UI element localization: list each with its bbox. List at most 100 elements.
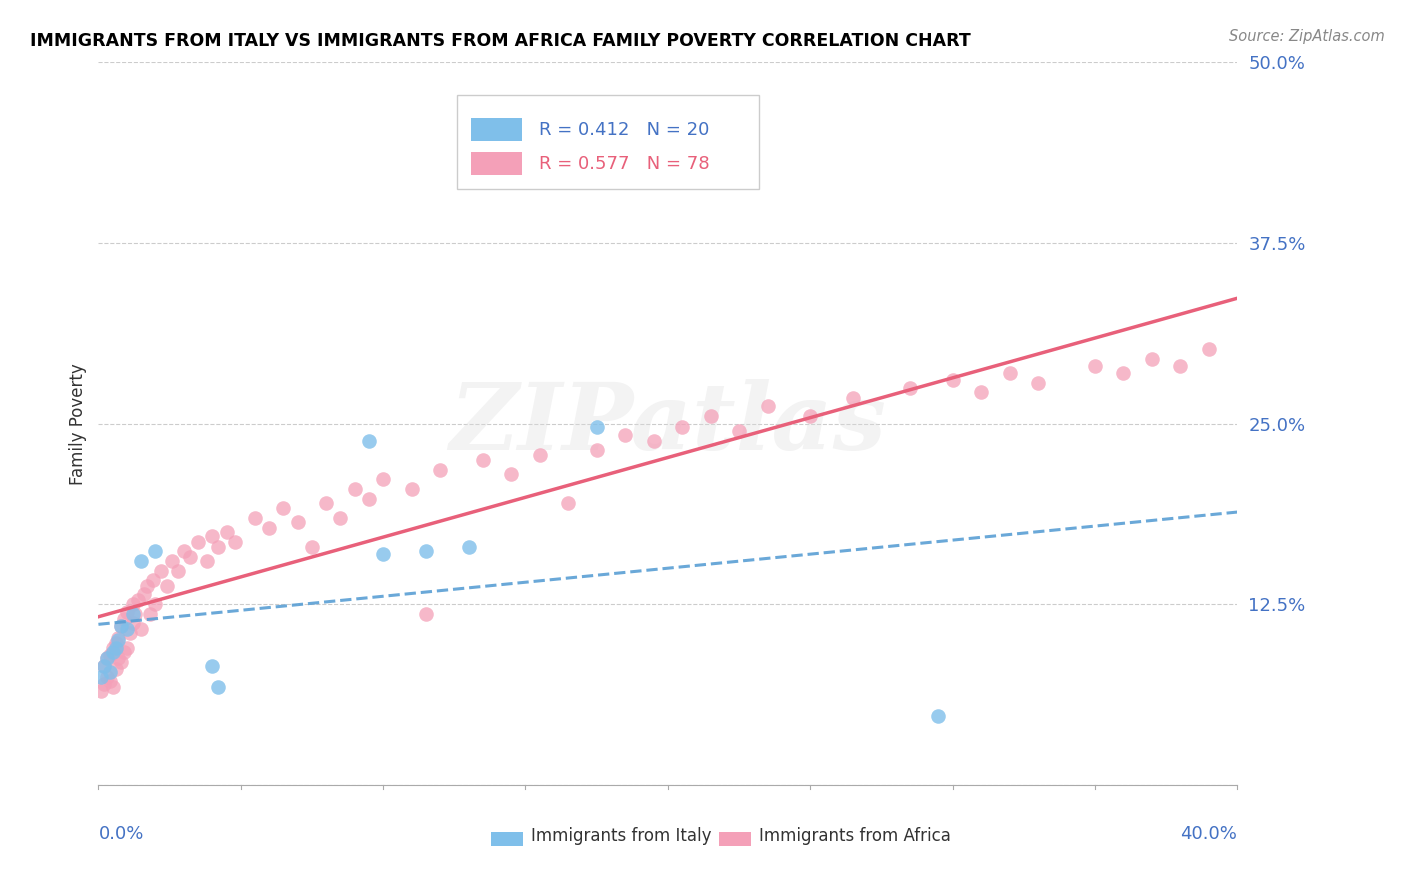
Point — [145, 598, 167, 612]
Point — [643, 434, 665, 448]
Point — [93, 659, 115, 673]
Point — [162, 554, 184, 568]
Text: 40.0%: 40.0% — [1181, 825, 1237, 843]
Point — [132, 587, 155, 601]
Point — [124, 607, 146, 622]
Point — [141, 573, 163, 587]
Point — [259, 521, 281, 535]
Point — [357, 491, 380, 506]
Point — [471, 452, 494, 467]
Point — [118, 626, 141, 640]
Point — [179, 549, 201, 564]
Point — [970, 384, 993, 399]
Point — [357, 434, 380, 448]
Point — [942, 373, 965, 387]
Point — [301, 540, 323, 554]
Point — [756, 400, 779, 414]
Point — [145, 544, 167, 558]
Point — [699, 409, 721, 424]
Point — [585, 419, 607, 434]
Point — [529, 449, 551, 463]
Point — [129, 554, 152, 568]
Point — [110, 619, 132, 633]
Point — [112, 612, 135, 626]
Point — [201, 659, 224, 673]
Point — [728, 424, 751, 438]
Text: 0.0%: 0.0% — [98, 825, 143, 843]
Point — [224, 535, 246, 549]
Point — [557, 496, 579, 510]
Y-axis label: Family Poverty: Family Poverty — [69, 363, 87, 484]
Point — [96, 650, 118, 665]
Point — [998, 366, 1021, 380]
Point — [1170, 359, 1192, 373]
Point — [315, 496, 337, 510]
Text: R = 0.577   N = 78: R = 0.577 N = 78 — [538, 154, 710, 172]
Point — [115, 640, 138, 655]
Point — [1198, 342, 1220, 356]
Point — [96, 669, 118, 683]
FancyBboxPatch shape — [457, 95, 759, 189]
Point — [1140, 351, 1163, 366]
Point — [98, 665, 121, 680]
Point — [127, 593, 149, 607]
Point — [110, 655, 132, 669]
Point — [195, 554, 218, 568]
Point — [173, 544, 195, 558]
Point — [167, 564, 190, 578]
Point — [898, 380, 921, 394]
Text: ZIPatlas: ZIPatlas — [450, 379, 886, 468]
Point — [156, 578, 179, 592]
Point — [101, 645, 124, 659]
Point — [90, 684, 112, 698]
Text: Immigrants from Italy: Immigrants from Italy — [531, 827, 711, 845]
FancyBboxPatch shape — [471, 152, 522, 175]
Point — [201, 529, 224, 543]
FancyBboxPatch shape — [491, 832, 523, 847]
Point — [101, 680, 124, 694]
Point — [1026, 376, 1049, 391]
Point — [373, 547, 395, 561]
Point — [373, 472, 395, 486]
Point — [585, 442, 607, 457]
Point — [115, 622, 138, 636]
Point — [107, 633, 129, 648]
FancyBboxPatch shape — [718, 832, 751, 847]
Point — [457, 540, 479, 554]
Text: Immigrants from Africa: Immigrants from Africa — [759, 827, 950, 845]
Point — [273, 500, 295, 515]
Point — [415, 544, 437, 558]
Text: Source: ZipAtlas.com: Source: ZipAtlas.com — [1229, 29, 1385, 44]
Point — [1084, 359, 1107, 373]
Point — [243, 510, 266, 524]
Point — [90, 669, 112, 683]
Point — [927, 708, 949, 723]
Point — [107, 631, 129, 645]
Point — [112, 645, 135, 659]
Point — [110, 619, 132, 633]
FancyBboxPatch shape — [471, 118, 522, 141]
Point — [129, 622, 152, 636]
Point — [401, 482, 423, 496]
Point — [101, 640, 124, 655]
Point — [121, 616, 143, 631]
Point — [207, 540, 229, 554]
Point — [93, 659, 115, 673]
Point — [501, 467, 523, 482]
Point — [96, 650, 118, 665]
Point — [98, 648, 121, 662]
Point — [138, 607, 160, 622]
Point — [429, 463, 451, 477]
Text: IMMIGRANTS FROM ITALY VS IMMIGRANTS FROM AFRICA FAMILY POVERTY CORRELATION CHART: IMMIGRANTS FROM ITALY VS IMMIGRANTS FROM… — [30, 32, 970, 50]
Point — [343, 482, 366, 496]
Point — [104, 636, 127, 650]
Point — [671, 419, 693, 434]
Point — [215, 524, 238, 539]
Point — [842, 391, 865, 405]
Point — [150, 564, 173, 578]
Point — [415, 607, 437, 622]
Point — [121, 607, 143, 622]
Point — [135, 578, 157, 592]
Point — [121, 598, 143, 612]
Point — [104, 640, 127, 655]
